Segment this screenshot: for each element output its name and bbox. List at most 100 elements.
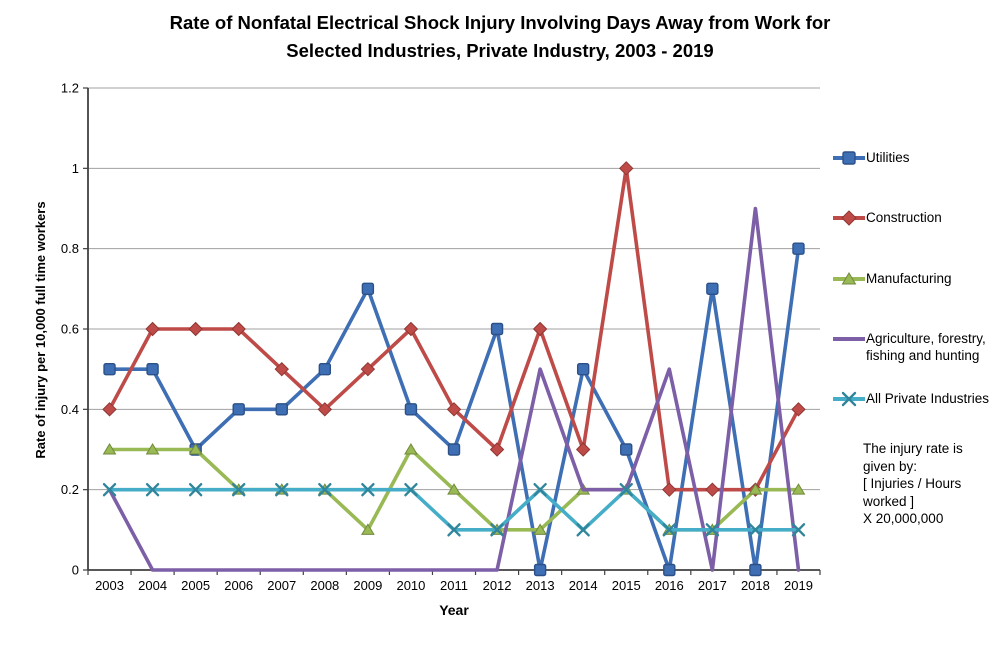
diamond-marker-icon xyxy=(102,402,117,417)
diamond-marker-icon xyxy=(532,321,548,337)
y-tick-label: 1.2 xyxy=(61,81,79,96)
x-tick-label: 2013 xyxy=(526,578,555,593)
x-marker-icon xyxy=(232,482,246,497)
triangle-marker-icon xyxy=(447,483,461,495)
x-tick-label: 2012 xyxy=(483,578,512,593)
legend-marker-all-private-industries xyxy=(833,391,865,407)
diamond-marker-icon xyxy=(360,361,376,377)
x-tick-label: 2004 xyxy=(138,578,167,593)
y-tick-label: 0 xyxy=(72,563,79,578)
square-marker-icon xyxy=(842,151,856,165)
legend-marker-agriculture-forestry-fishing-and-hunting xyxy=(833,337,865,341)
legend-item-manufacturing: Manufacturing xyxy=(832,270,952,287)
square-marker-icon xyxy=(361,282,375,296)
triangle-marker-icon xyxy=(791,483,806,495)
square-marker-icon xyxy=(533,563,547,577)
square-marker-icon xyxy=(663,563,676,577)
x-marker-icon xyxy=(275,482,289,497)
diamond-marker-icon xyxy=(231,321,246,337)
legend-marker-utilities xyxy=(833,151,865,165)
diamond-marker-icon xyxy=(317,402,333,417)
legend-label-agriculture-forestry-fishing-and-hunting: Agriculture, forestry, fishing and hunti… xyxy=(866,331,986,363)
x-tick-label: 2014 xyxy=(569,578,598,593)
triangle-marker-icon xyxy=(102,443,117,455)
chart-title-line1: Rate of Nonfatal Electrical Shock Injury… xyxy=(169,12,831,33)
x-marker-icon xyxy=(576,523,590,537)
x-tick-label: 2003 xyxy=(95,578,124,593)
square-marker-icon xyxy=(146,362,159,376)
legend-label-manufacturing: Manufacturing xyxy=(866,271,952,286)
triangle-marker-icon xyxy=(188,443,203,455)
x-marker-icon xyxy=(318,482,332,497)
x-tick-label: 2016 xyxy=(655,578,684,593)
diamond-marker-icon xyxy=(791,402,806,417)
legend-label-utilities: Utilities xyxy=(866,150,910,165)
x-tick-label: 2017 xyxy=(698,578,727,593)
x-marker-icon xyxy=(705,523,720,537)
x-marker-icon xyxy=(404,482,418,497)
triangle-marker-icon xyxy=(145,443,160,455)
square-marker-icon xyxy=(576,362,590,376)
x-tick-label: 2010 xyxy=(396,578,425,593)
square-marker-icon xyxy=(706,282,719,296)
diamond-marker-icon xyxy=(403,321,419,337)
legend-label-construction: Construction xyxy=(866,210,942,225)
legend-item-agriculture-forestry-fishing-and-hunting: Agriculture, forestry, fishing and hunti… xyxy=(832,330,1000,364)
triangle-marker-icon xyxy=(748,483,763,495)
x-marker-icon xyxy=(447,523,461,537)
triangle-marker-icon xyxy=(841,272,857,285)
series-markers-construction xyxy=(102,161,806,497)
x-marker-icon xyxy=(533,482,547,497)
diamond-marker-icon xyxy=(188,321,203,337)
legend-item-construction: Construction xyxy=(832,209,942,226)
y-axis-title: Rate of injury per 10,000 full time work… xyxy=(33,201,48,459)
legend-marker-construction xyxy=(833,210,865,226)
diamond-marker-icon xyxy=(489,442,505,457)
x-axis-title: Year xyxy=(439,602,469,618)
series-line-agriculture-forestry-fishing-and-hunting xyxy=(107,206,801,572)
y-tick-label: 0.8 xyxy=(61,241,79,256)
square-marker-icon xyxy=(318,362,332,376)
injury-rate-formula-note: The injury rate is given by: [ Injuries … xyxy=(863,441,963,526)
square-marker-icon xyxy=(103,362,116,376)
diamond-marker-icon xyxy=(274,361,289,377)
x-tick-label: 2019 xyxy=(784,578,813,593)
y-tick-label: 0.2 xyxy=(61,482,79,497)
chart-title-line2: Selected Industries, Private Industry, 2… xyxy=(286,40,714,61)
square-marker-icon xyxy=(749,563,762,577)
legend-marker-manufacturing xyxy=(833,272,865,285)
x-tick-label: 2015 xyxy=(612,578,641,593)
x-marker-icon xyxy=(361,482,375,497)
x-marker-icon xyxy=(619,482,633,497)
diamond-marker-icon xyxy=(446,402,462,417)
square-marker-icon xyxy=(490,322,504,336)
triangle-marker-icon xyxy=(404,443,418,455)
x-marker-icon xyxy=(841,391,857,407)
x-marker-icon xyxy=(490,523,504,537)
x-tick-label: 2006 xyxy=(224,578,253,593)
x-marker-icon xyxy=(791,523,806,537)
triangle-marker-icon xyxy=(533,523,548,535)
x-marker-icon xyxy=(102,482,117,497)
y-tick-label: 1 xyxy=(72,161,79,176)
diamond-marker-icon xyxy=(705,482,720,497)
x-tick-label: 2011 xyxy=(440,578,468,593)
x-marker-icon xyxy=(145,482,160,497)
x-tick-label: 2005 xyxy=(181,578,210,593)
diamond-marker-icon xyxy=(575,442,591,457)
x-tick-label: 2018 xyxy=(741,578,770,593)
x-tick-label: 2007 xyxy=(267,578,296,593)
x-marker-icon xyxy=(662,523,676,537)
square-marker-icon xyxy=(792,242,805,255)
legend-label-all-private-industries: All Private Industries xyxy=(866,391,990,406)
x-tick-label: 2008 xyxy=(310,578,339,593)
square-marker-icon xyxy=(620,443,633,456)
diamond-marker-icon xyxy=(662,482,677,497)
y-tick-label: 0.4 xyxy=(61,402,79,417)
triangle-marker-icon xyxy=(360,523,375,535)
chart-title: Rate of Nonfatal Electrical Shock Injury… xyxy=(0,9,1000,65)
legend-item-all-private-industries: All Private Industries xyxy=(832,390,989,407)
diamond-marker-icon xyxy=(145,321,160,337)
